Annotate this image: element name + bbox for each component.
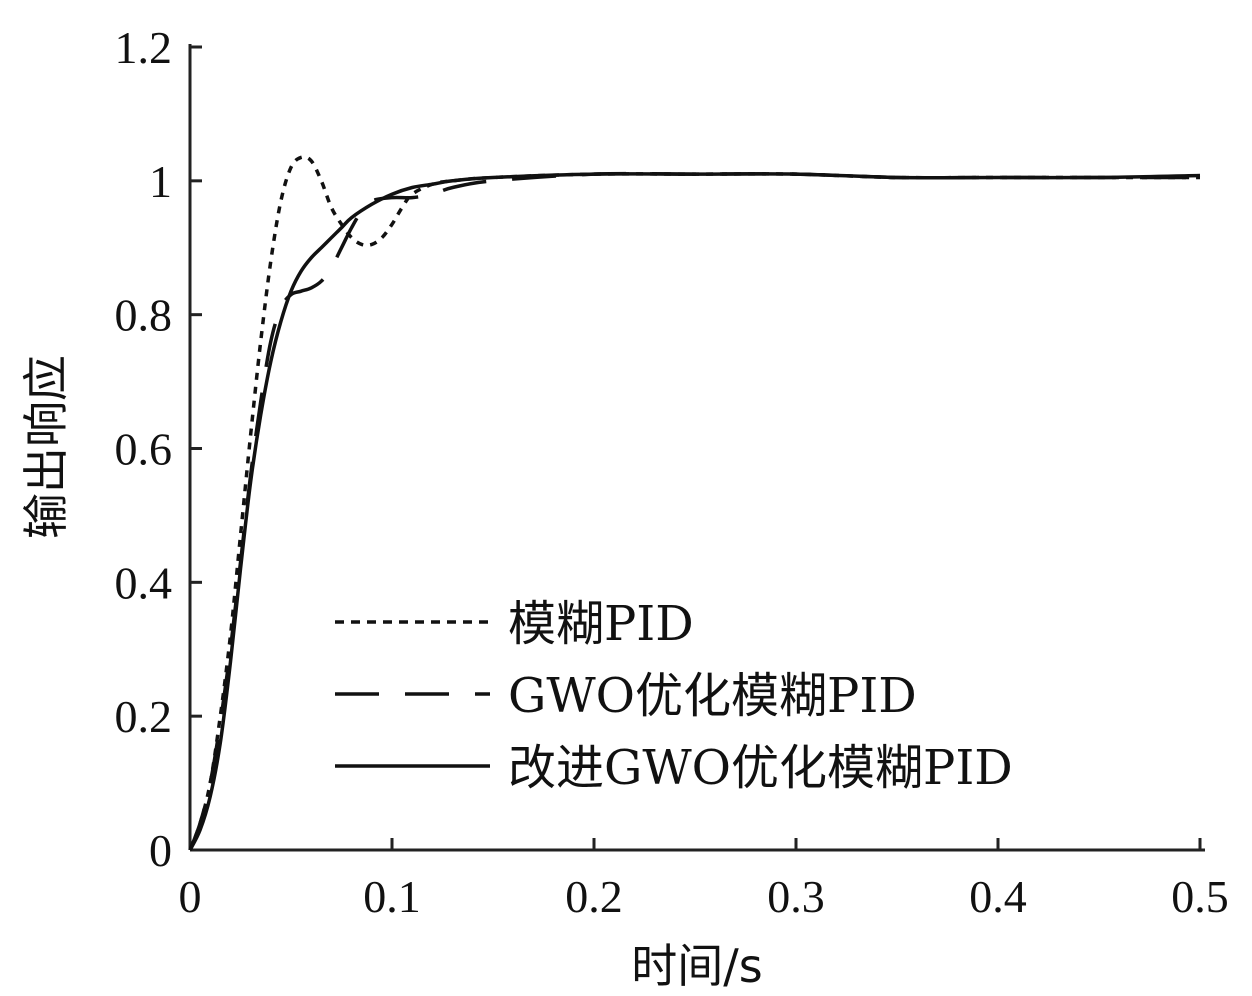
legend-label-improved-gwo-fuzzy-pid: 改进GWO优化模糊PID (508, 740, 1013, 796)
legend-label-fuzzy-pid: 模糊PID (508, 596, 694, 652)
legend: 模糊PID GWO优化模糊PID 改进GWO优化模糊PID (335, 596, 1013, 796)
y-tick-label-6: 1.2 (115, 22, 173, 73)
y-tick-label-0: 0 (149, 825, 172, 876)
y-tick-label-1: 0.2 (115, 691, 173, 742)
y-tick-label-2: 0.4 (115, 557, 173, 608)
tick-labels: 0 0.1 0.2 0.3 0.4 0.5 0 0.2 0.4 0.6 0.8 1 1.2 (115, 22, 1229, 922)
y-tick-label-5: 1 (149, 156, 172, 207)
y-tick-label-4: 0.8 (115, 290, 173, 341)
x-axis-title: 时间/s (631, 939, 762, 993)
tick-marks (188, 45, 1202, 852)
y-tick-label-3: 0.6 (115, 424, 173, 475)
y-axis-title: 输出响应 (19, 355, 73, 539)
x-tick-label-1: 0.1 (363, 871, 421, 922)
x-tick-label-0: 0 (179, 871, 202, 922)
legend-label-gwo-fuzzy-pid: GWO优化模糊PID (508, 668, 917, 724)
x-tick-label-4: 0.4 (969, 871, 1027, 922)
axes (188, 44, 1205, 852)
x-tick-label-5: 0.5 (1171, 871, 1229, 922)
x-tick-label-2: 0.2 (565, 871, 623, 922)
series-layer (188, 155, 1201, 851)
series-improved-gwo-fuzzy-pid-line (188, 172, 1201, 851)
x-tick-label-3: 0.3 (767, 871, 825, 922)
